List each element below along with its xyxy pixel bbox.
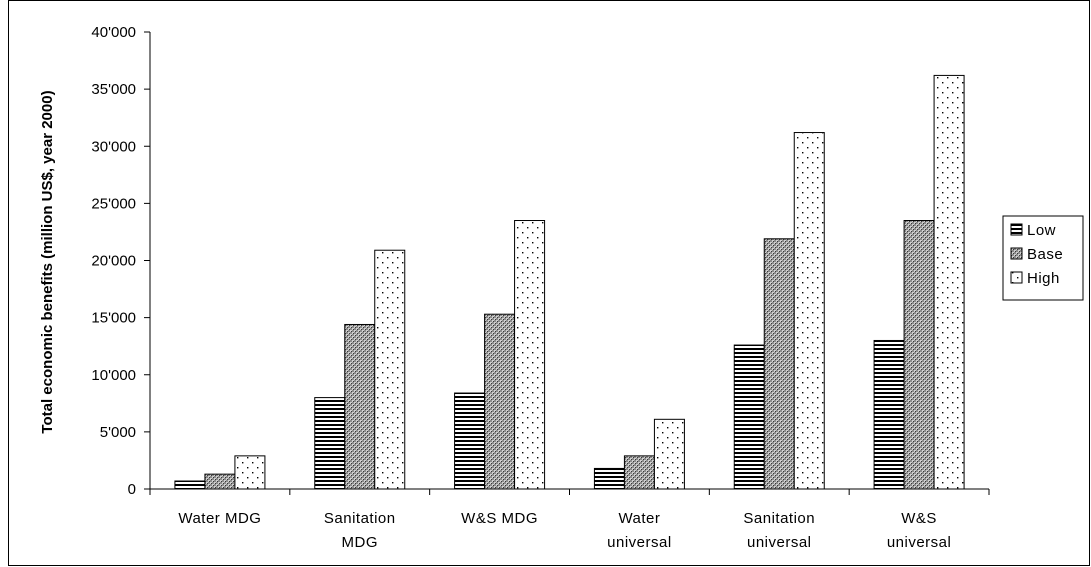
y-tick-label: 10'000	[91, 367, 136, 384]
bar-low	[594, 468, 624, 489]
x-category-label: Sanitation	[324, 510, 396, 527]
bar-base	[904, 221, 934, 489]
bars	[175, 75, 964, 489]
x-category-label: W&S MDG	[461, 510, 538, 527]
bar-base	[205, 474, 235, 489]
y-tick-label: 35'000	[91, 81, 136, 98]
bar-high	[654, 419, 684, 489]
y-axis-label: Total economic benefits (million US$, ye…	[39, 90, 56, 433]
y-tick-label: 15'000	[91, 310, 136, 327]
y-tick-label: 5'000	[100, 424, 136, 441]
bar-high	[235, 456, 265, 489]
bar-low	[874, 340, 904, 489]
x-category-label: MDG	[342, 534, 379, 551]
x-axis: Water MDG Sanitation MDG W&S MDG Water univer…	[150, 489, 989, 551]
bar-low	[175, 481, 205, 489]
y-tick-label: 40'000	[91, 24, 136, 41]
y-axis: 0 5'000 10'000 15'000 20'000 25'000 30'000 35'0…	[91, 24, 150, 498]
y-tick-label: 0	[128, 481, 136, 498]
bar-base	[485, 314, 515, 489]
x-category-label: W&S	[901, 510, 937, 527]
bar-base	[624, 456, 654, 489]
x-category-label: Sanitation	[743, 510, 815, 527]
legend-swatch-low	[1011, 224, 1022, 235]
x-category-label: universal	[607, 534, 672, 551]
bar-base	[345, 324, 375, 489]
bar-low	[734, 345, 764, 489]
legend-label-base: Base	[1027, 246, 1063, 263]
x-category-label: Water MDG	[178, 510, 261, 527]
bar-low	[315, 398, 345, 489]
bar-high	[934, 75, 964, 489]
legend-label-high: High	[1027, 270, 1060, 287]
bar-high	[794, 133, 824, 489]
legend: Low Base High	[1003, 216, 1083, 300]
legend-label-low: Low	[1027, 222, 1056, 239]
legend-swatch-high	[1011, 272, 1022, 283]
bar-low	[455, 393, 485, 489]
x-category-label: universal	[747, 534, 812, 551]
y-tick-label: 20'000	[91, 253, 136, 270]
y-tick-label: 30'000	[91, 138, 136, 155]
bar-base	[764, 239, 794, 489]
x-category-label: universal	[887, 534, 952, 551]
y-tick-label: 25'000	[91, 195, 136, 212]
x-category-label: Water	[618, 510, 660, 527]
bar-high	[515, 221, 545, 489]
bar-high	[375, 250, 405, 489]
legend-swatch-base	[1011, 248, 1022, 259]
